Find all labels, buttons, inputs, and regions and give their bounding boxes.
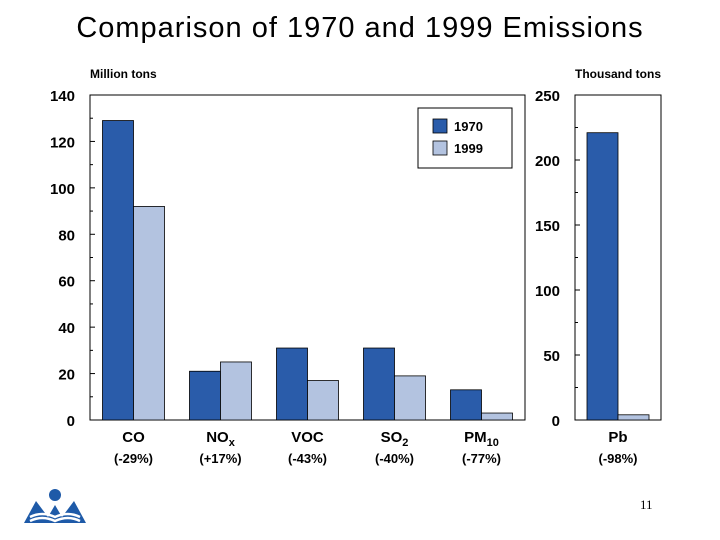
x-category-change: (-98%) bbox=[598, 451, 637, 466]
right-y-tick-label: 0 bbox=[552, 413, 560, 430]
legend-label-1999: 1999 bbox=[454, 141, 483, 156]
x-category-change: (+17%) bbox=[199, 451, 241, 466]
right-y-ticks: 0 50 100 150 200 250 bbox=[535, 88, 580, 430]
left-y-tick-label: 20 bbox=[58, 367, 75, 384]
x-category-label: CO bbox=[122, 429, 145, 446]
left-y-tick-label: 100 bbox=[50, 181, 75, 198]
left-axis-unit-label: Million tons bbox=[90, 67, 157, 81]
bar-pb-1999 bbox=[617, 414, 650, 421]
x-category-label: Pb bbox=[608, 429, 627, 446]
right-axis-unit-label: Thousand tons bbox=[575, 67, 661, 81]
bar-pb-1970 bbox=[586, 132, 619, 421]
right-y-tick-label: 100 bbox=[535, 283, 560, 300]
left-y-tick-label: 0 bbox=[67, 413, 75, 430]
page-number: 11 bbox=[640, 497, 653, 512]
bar-pm10-1999 bbox=[481, 412, 513, 421]
left-y-tick-label: 80 bbox=[58, 227, 75, 244]
right-y-tick-label: 200 bbox=[535, 153, 560, 170]
legend-swatch-1970 bbox=[432, 118, 448, 134]
x-category-label: SO2 bbox=[381, 429, 409, 449]
x-category-subscript: 10 bbox=[487, 437, 499, 449]
x-category-change: (-40%) bbox=[375, 451, 414, 466]
bar-co-1999 bbox=[133, 206, 165, 421]
left-y-tick-label: 60 bbox=[58, 274, 75, 291]
bar-so2-1970 bbox=[363, 347, 395, 421]
x-category-change: (-77%) bbox=[462, 451, 501, 466]
left-y-tick-label: 140 bbox=[50, 88, 75, 105]
x-category-change: (-43%) bbox=[288, 451, 327, 466]
right-y-tick-label: 250 bbox=[535, 88, 560, 105]
bar-nox-1970 bbox=[189, 370, 221, 421]
bars-group bbox=[102, 120, 650, 421]
legend: 1970 1999 bbox=[417, 107, 513, 169]
legend-swatch-1999 bbox=[432, 140, 448, 156]
left-y-tick-label: 120 bbox=[50, 134, 75, 151]
x-category-label: PM10 bbox=[464, 429, 499, 449]
agency-logo-icon bbox=[24, 489, 86, 523]
left-y-tick-label: 40 bbox=[58, 320, 75, 337]
left-y-ticks: 0 20 40 60 80 100 120 140 bbox=[50, 88, 95, 430]
x-category-change: (-29%) bbox=[114, 451, 153, 466]
bar-nox-1999 bbox=[220, 361, 252, 421]
bar-co-1970 bbox=[102, 120, 134, 421]
bar-pm10-1970 bbox=[450, 389, 482, 421]
legend-box bbox=[417, 107, 513, 169]
x-category-label: NOx bbox=[206, 429, 236, 449]
bar-voc-1970 bbox=[276, 347, 308, 421]
slide-title: Comparison of 1970 and 1999 Emissions bbox=[76, 12, 644, 44]
bar-so2-1999 bbox=[394, 375, 426, 421]
x-category-subscript: 2 bbox=[402, 437, 408, 449]
legend-label-1970: 1970 bbox=[454, 119, 483, 134]
x-labels-group: CO (-29%) NOx (+17%) VOC (-43%) SO2 (-40%) PM10 (… bbox=[114, 429, 638, 466]
right-y-tick-label: 50 bbox=[543, 348, 560, 365]
bar-voc-1999 bbox=[307, 380, 339, 421]
x-category-label: VOC bbox=[291, 429, 324, 446]
right-y-tick-label: 150 bbox=[535, 218, 560, 235]
x-category-subscript: x bbox=[229, 437, 236, 449]
